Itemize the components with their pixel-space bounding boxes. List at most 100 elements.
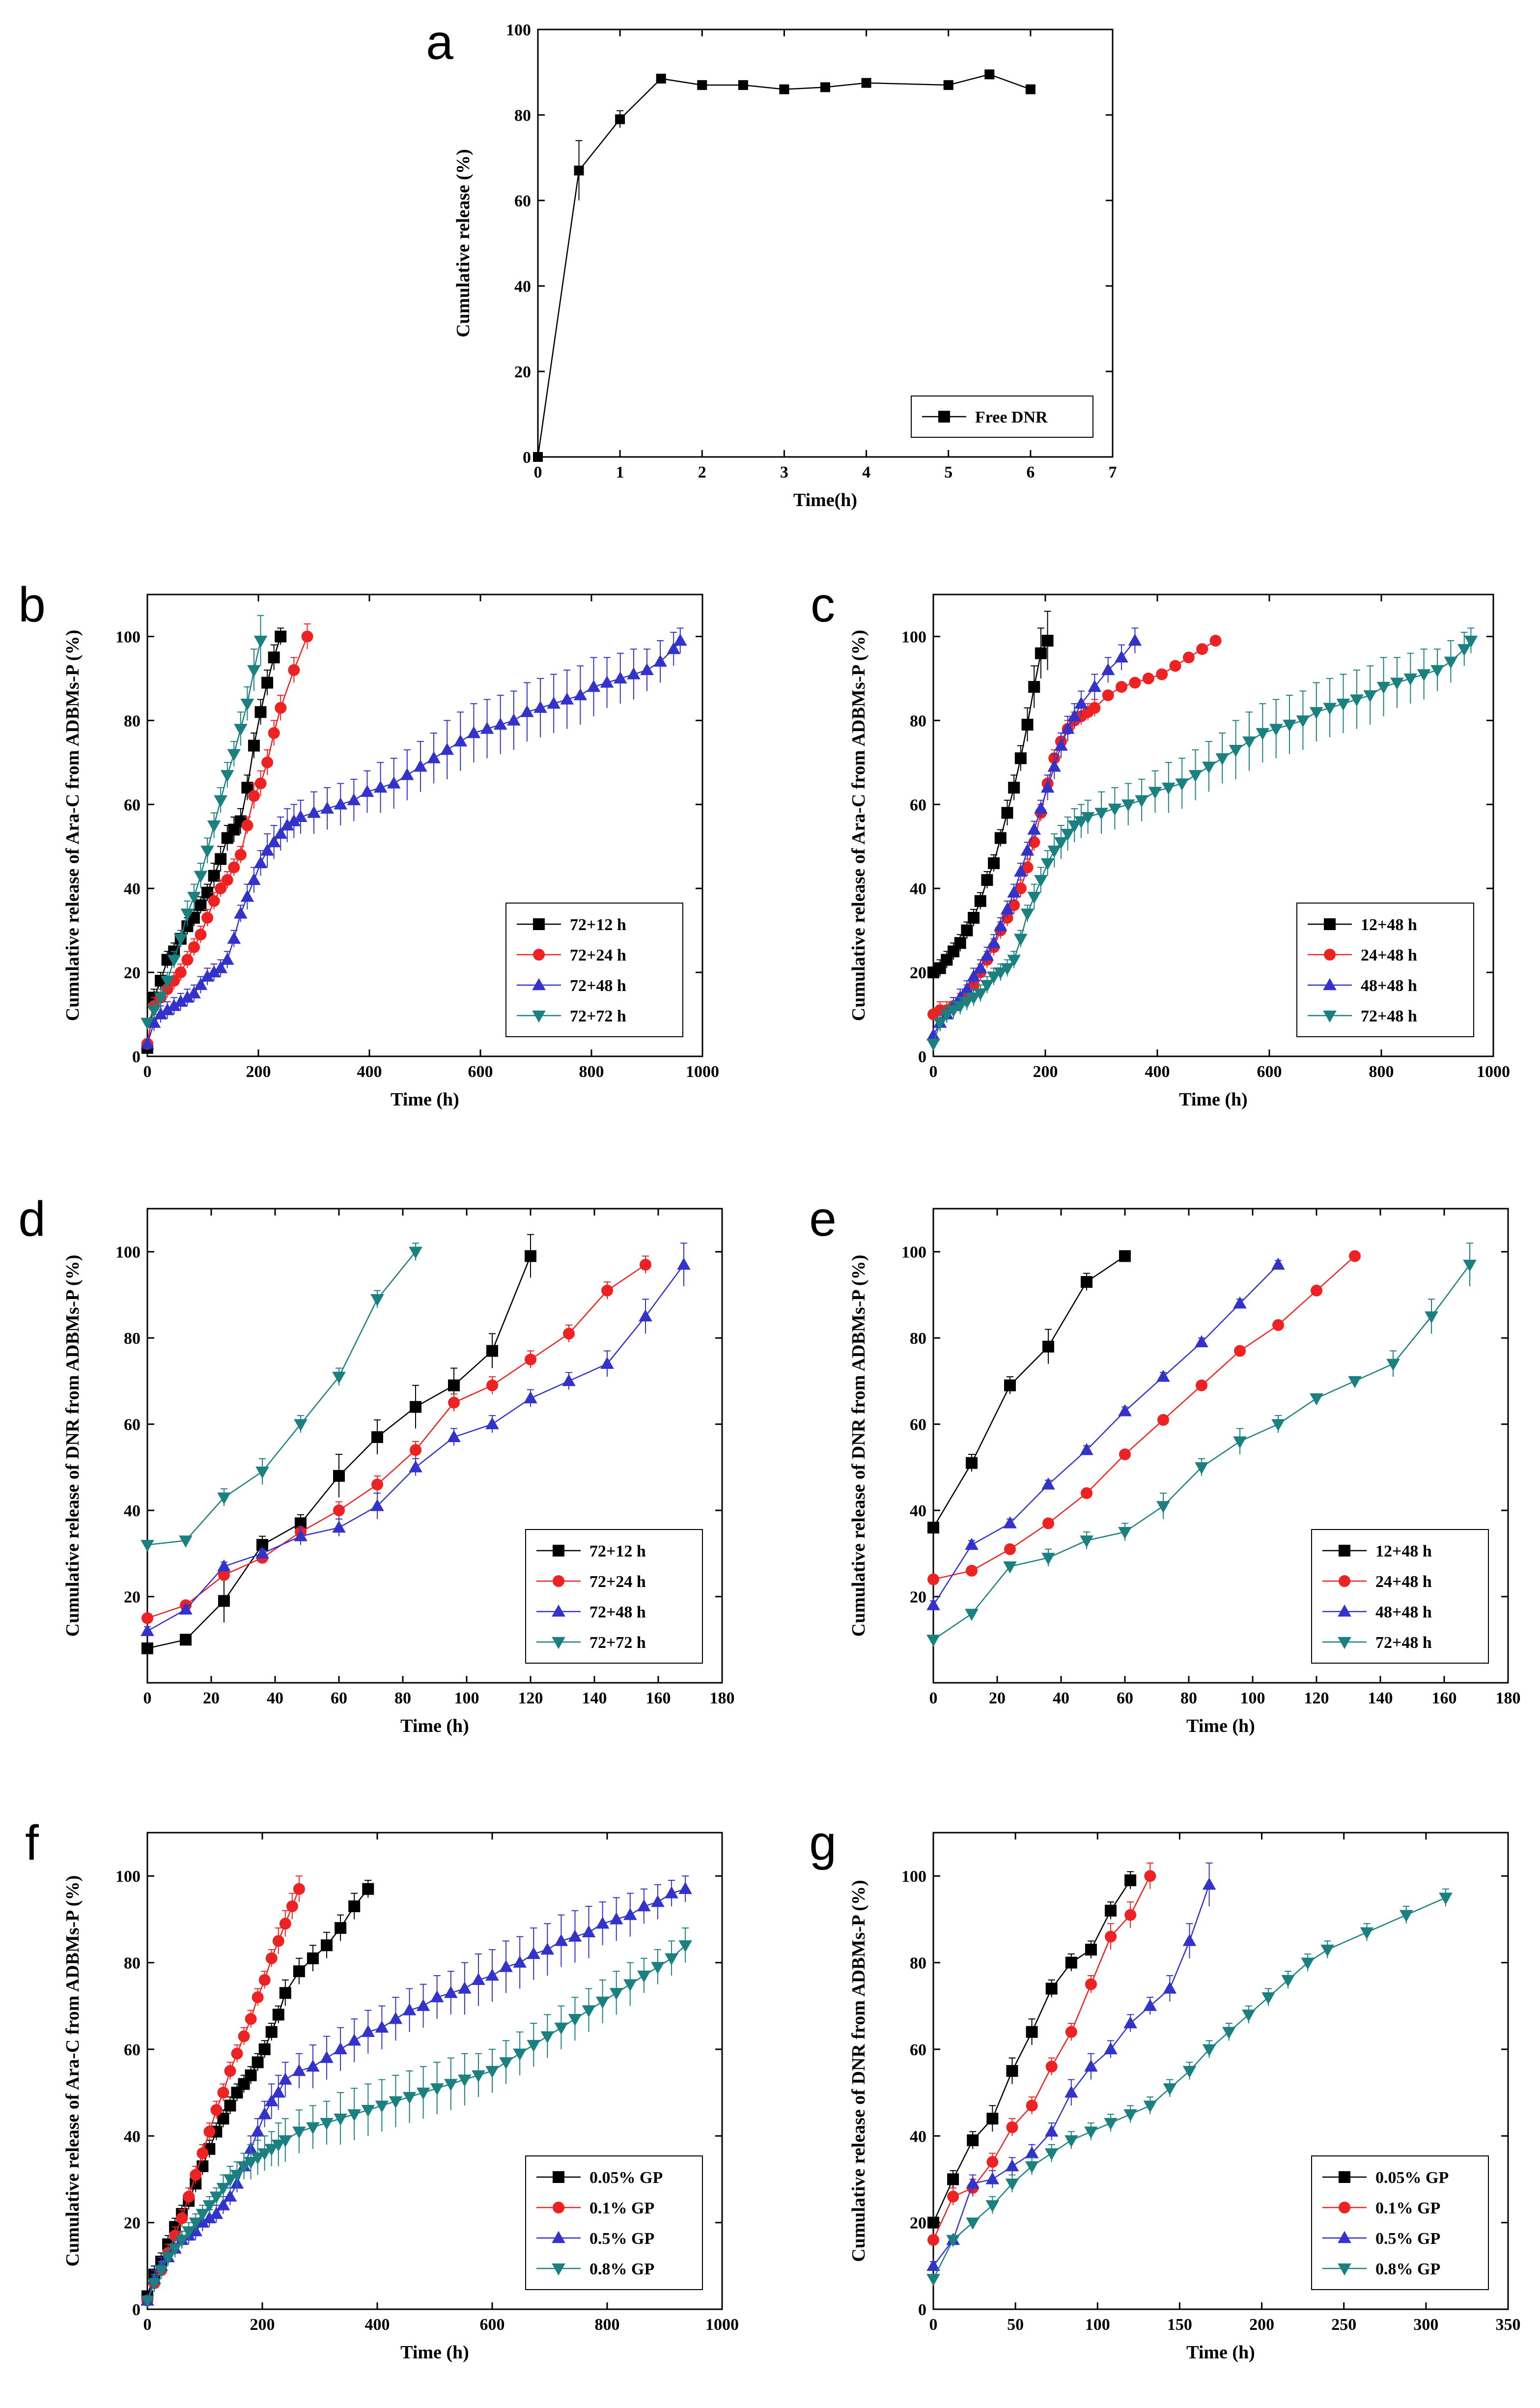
data-point <box>525 1354 536 1366</box>
series-3 <box>926 1243 1477 1647</box>
data-point <box>292 2126 306 2139</box>
data-point <box>961 924 973 936</box>
data-point <box>1042 1517 1054 1530</box>
data-point <box>228 861 240 874</box>
data-point <box>493 717 507 730</box>
data-point <box>268 727 280 739</box>
data-point <box>257 2107 272 2120</box>
data-point <box>237 2161 251 2174</box>
y-tick-label: 60 <box>124 796 140 814</box>
legend-label: 72+48 h <box>1375 1634 1432 1652</box>
y-tick-label: 0 <box>132 1048 140 1066</box>
data-point <box>1320 1944 1335 1957</box>
data-point <box>215 882 227 895</box>
data-point <box>389 2096 403 2109</box>
data-point <box>203 2125 216 2138</box>
series-1 <box>141 623 313 1050</box>
panel-g: g 0 50 100 150 200 250 300 350 0 20 40 60 80 100 Time (… <box>809 1815 1520 2363</box>
plot-frame <box>146 594 703 1057</box>
data-point <box>409 1246 422 1259</box>
data-point <box>994 832 1007 844</box>
data-point <box>234 724 248 736</box>
data-point <box>1309 707 1323 719</box>
data-point <box>1336 698 1350 711</box>
data-point <box>933 1018 947 1030</box>
data-point <box>361 2025 375 2037</box>
x-tick-label: 40 <box>267 1689 283 1707</box>
data-point <box>595 1916 610 1929</box>
data-point <box>926 2259 940 2271</box>
x-tick-label: 7 <box>1109 463 1117 482</box>
data-point <box>1027 822 1041 835</box>
data-point <box>238 2030 250 2042</box>
x-tick-label: 100 <box>1240 1689 1265 1707</box>
data-point <box>1074 816 1088 828</box>
data-point <box>527 2040 541 2052</box>
x-tick-label: 1000 <box>705 2316 739 2334</box>
y-tick-label: 20 <box>124 2214 140 2233</box>
legend-label: 72+24 h <box>570 946 626 964</box>
data-point <box>1104 2042 1118 2055</box>
data-point <box>280 818 294 831</box>
data-point <box>1272 1319 1284 1331</box>
data-point <box>224 2065 236 2077</box>
data-point <box>334 2042 347 2055</box>
legend-label: 0.8% GP <box>1375 2260 1440 2278</box>
data-point <box>615 114 625 124</box>
data-point <box>1271 1419 1285 1432</box>
data-point <box>1041 1477 1055 1490</box>
legend-marker <box>1338 2231 1351 2243</box>
data-point <box>966 2217 980 2230</box>
x-tick-label: 80 <box>394 1689 411 1707</box>
data-point <box>1064 2135 1078 2148</box>
data-point <box>265 2026 278 2038</box>
data-point <box>147 1005 161 1018</box>
data-point <box>140 1036 154 1049</box>
x-tick-label: 0 <box>929 1063 938 1081</box>
data-point <box>389 2011 403 2024</box>
data-point <box>966 2176 980 2189</box>
x-tick-label: 140 <box>582 1689 607 1707</box>
data-point <box>1124 1909 1137 1921</box>
data-point <box>1348 1376 1362 1388</box>
y-tick-label: 100 <box>901 628 926 646</box>
data-point <box>230 2170 244 2182</box>
data-point <box>1162 782 1176 795</box>
data-point <box>1156 668 1168 680</box>
data-point <box>216 2198 230 2210</box>
data-point <box>1182 1934 1197 1946</box>
data-point <box>1047 846 1062 858</box>
data-point <box>274 826 287 839</box>
data-point <box>1163 1982 1177 1994</box>
data-point <box>334 2113 347 2126</box>
data-point <box>1020 843 1035 856</box>
data-point <box>265 1952 278 1964</box>
data-point <box>221 874 233 886</box>
data-point <box>1119 1448 1131 1461</box>
data-point <box>1119 1250 1131 1262</box>
data-point <box>201 886 214 899</box>
data-point <box>1261 1992 1275 2005</box>
y-tick-label: 20 <box>910 2214 926 2233</box>
data-point <box>927 1573 939 1586</box>
data-point <box>485 2066 499 2078</box>
plot-frame <box>932 594 1494 1057</box>
data-point <box>1081 1487 1092 1499</box>
legend-label: 0.1% GP <box>589 2199 654 2217</box>
data-point <box>1157 1414 1169 1426</box>
data-point <box>416 1999 430 2011</box>
data-point <box>1085 1978 1097 1990</box>
data-point <box>563 1328 575 1340</box>
y-tick-label: 100 <box>115 1868 140 1886</box>
x-axis-label: Time (h) <box>400 1716 469 1736</box>
data-point <box>361 2105 375 2117</box>
series-3 <box>926 1888 1453 2286</box>
data-point <box>1026 2026 1038 2038</box>
x-tick-label: 0 <box>143 2316 152 2334</box>
data-point <box>524 1391 537 1404</box>
x-tick-label: 250 <box>1331 2316 1356 2334</box>
data-point <box>1004 1379 1016 1391</box>
data-point <box>1430 665 1444 678</box>
data-point <box>264 2144 279 2156</box>
data-point <box>1123 2109 1137 2122</box>
